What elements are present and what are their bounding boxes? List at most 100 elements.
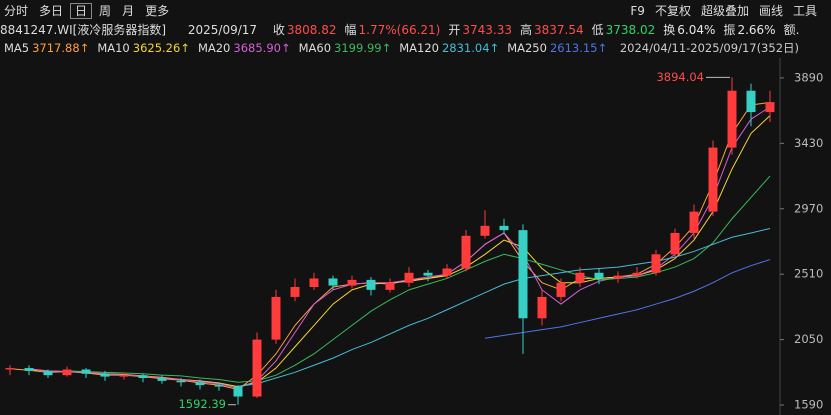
legend-name: MA20 (197, 41, 231, 55)
tool-button[interactable]: 超级叠加 (700, 4, 749, 18)
field-value: 6.04% (677, 23, 716, 37)
candle-body (385, 282, 395, 290)
chart: 3890 3430 2970 2510 2050 1590 3894.04 1592.39 (5, 58, 823, 415)
legend-name: MA10 (97, 41, 130, 55)
candle-body (442, 268, 452, 276)
instrument-name: 8841247.WI[液冷服务器指数] (0, 23, 167, 37)
y-tick-label: 2510 (794, 267, 823, 281)
candle-body (575, 272, 585, 283)
candle-body (499, 225, 509, 231)
candle-body (5, 368, 15, 370)
field-label: 高 (520, 23, 533, 37)
candle-body (271, 296, 281, 340)
legend-value: 2613.15↑ (549, 41, 608, 55)
candle-body (651, 254, 661, 273)
field-value: 3738.02 (605, 23, 656, 37)
candle-body (613, 275, 623, 279)
candle-body (43, 370, 53, 376)
ma-line (237, 228, 771, 388)
field-value: 2.66% (737, 23, 776, 37)
candle-body (157, 378, 167, 381)
toolbar: 分时 多日日周月更多 F9 不复权 超级叠加 画线 工具 (0, 2, 831, 21)
tool-button[interactable]: 工具 (792, 4, 817, 18)
candle-body (727, 90, 737, 148)
candle-body (689, 211, 699, 233)
high-annotation: 3894.04 (656, 70, 704, 84)
date-range: 2024/04/11-2025/09/17(352日) (619, 41, 799, 55)
legend-value: 3717.88↑ (32, 41, 90, 55)
quote-bar: 8841247.WI[液冷服务器指数] 2025/09/17 收 3808.82 幅… (0, 21, 831, 40)
ma-line (9, 101, 771, 390)
candle-body (556, 282, 566, 297)
candle-body (328, 278, 338, 286)
candle-body (404, 272, 414, 283)
field-label: 幅 (344, 23, 357, 37)
y-tick-label: 2970 (794, 201, 823, 215)
candle-body (100, 373, 110, 377)
candle-body (670, 232, 680, 255)
legend-value: 3199.99↑ (334, 41, 392, 55)
candle-body (24, 368, 34, 371)
legend-name: MA60 (298, 41, 332, 55)
quote-date: 2025/09/17 (187, 23, 258, 37)
candle-body (195, 382, 205, 386)
tab[interactable]: 周 (99, 4, 112, 18)
candle-body (233, 386, 243, 397)
legend-value: 2831.04↑ (441, 41, 500, 55)
legend-name: MA250 (507, 41, 547, 55)
tab[interactable]: 分时 (4, 4, 29, 18)
tab[interactable]: 月 (122, 4, 135, 18)
ma-line (28, 115, 771, 388)
candle-body (347, 279, 357, 286)
field-label: 开 (448, 23, 461, 37)
field-value: 1.77%(66.21) (358, 23, 441, 37)
candle-body (290, 286, 300, 297)
ma-line (484, 259, 771, 339)
candle-body (632, 272, 642, 276)
tool-button[interactable]: 不复权 (654, 4, 691, 18)
candle-body (119, 375, 129, 377)
y-tick-label: 3890 (794, 70, 823, 84)
candle-body (81, 369, 91, 374)
field-label: 低 (591, 23, 604, 37)
candle-body (537, 296, 547, 319)
legend-name: MA120 (399, 41, 439, 55)
field-label: 振 (723, 23, 736, 37)
candle-body (138, 375, 148, 379)
y-tick-label: 3430 (794, 136, 823, 150)
candle-body (746, 90, 756, 113)
candle-body (461, 235, 471, 269)
ma-line (66, 175, 771, 383)
legend-value: 3685.90↑ (233, 41, 291, 55)
candle-body (176, 380, 186, 383)
candle-body (594, 272, 604, 279)
candle-body (309, 278, 319, 287)
candle-body (480, 225, 490, 236)
field-label: 收 (272, 23, 285, 37)
ma-legend: MA5 3717.88↑ MA10 3625.26↑ MA20 3685.90↑ MA60 3… (0, 39, 831, 58)
tool-button[interactable]: 画线 (758, 4, 783, 18)
candle-body (518, 230, 528, 319)
y-tick-label: 1590 (794, 398, 823, 412)
legend-name: MA5 (4, 41, 30, 55)
field-label: 换 (663, 23, 676, 37)
candle-body (62, 369, 72, 376)
legend-value: 3625.26↑ (132, 41, 190, 55)
candle-body (252, 339, 262, 397)
candle-body (708, 147, 718, 212)
candle-body (214, 385, 224, 387)
candle-body (366, 279, 376, 290)
tool-button[interactable]: F9 (630, 4, 645, 18)
tab[interactable]: 日 (70, 3, 93, 19)
y-tick-label: 2050 (794, 332, 823, 346)
field-value: 3743.33 (462, 23, 512, 37)
tab[interactable]: 更多 (145, 4, 170, 18)
field-label: 额. (783, 23, 800, 37)
field-value: 3837.54 (534, 23, 584, 37)
field-value: 3808.82 (286, 23, 337, 37)
low-annotation: 1592.39 (178, 397, 226, 411)
tab[interactable]: 多日 (39, 4, 64, 18)
candle-body (423, 272, 433, 276)
ma-line (28, 106, 771, 389)
